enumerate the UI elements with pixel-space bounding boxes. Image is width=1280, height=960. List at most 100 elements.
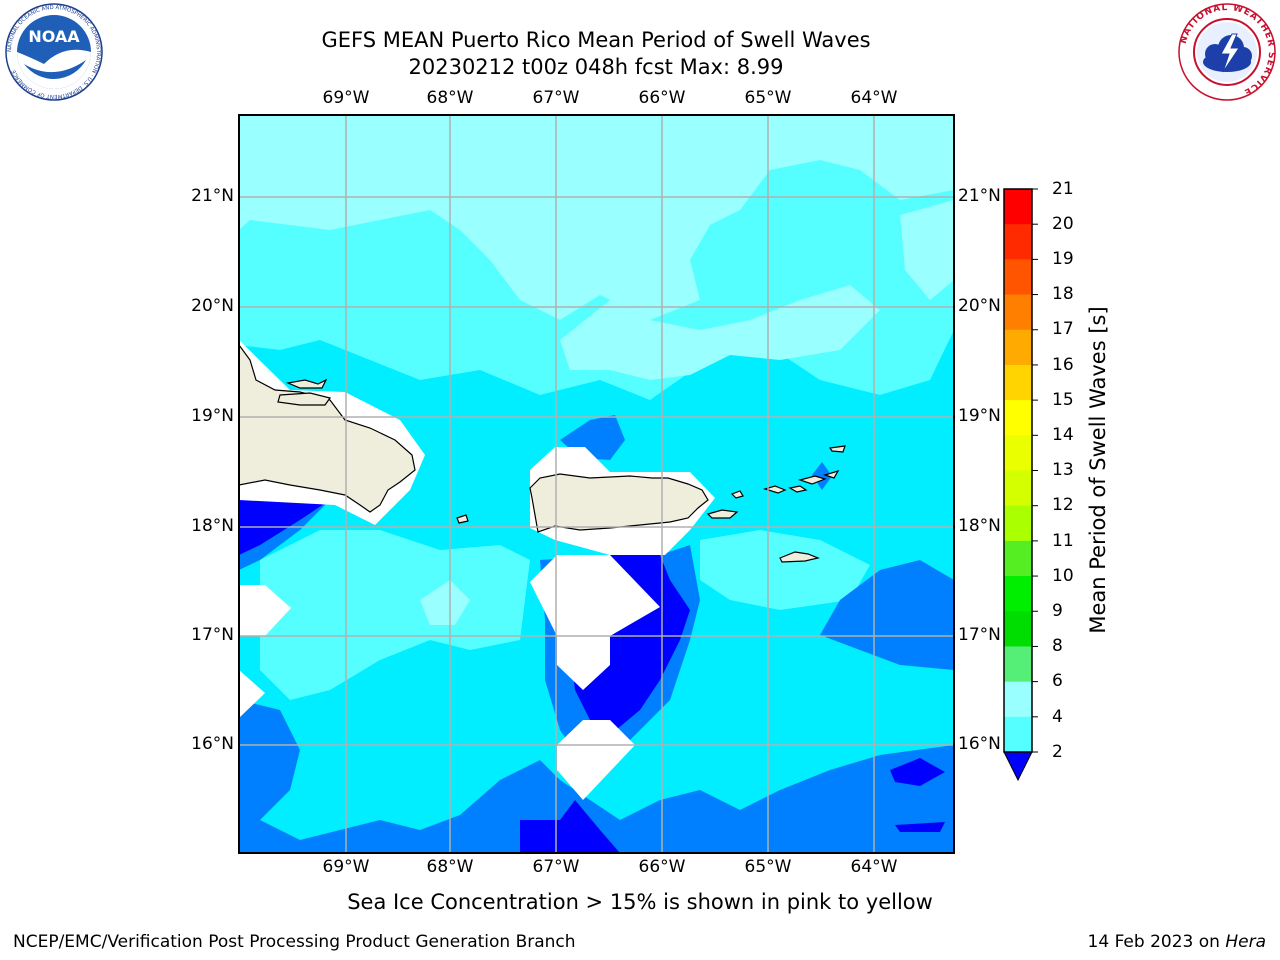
land-st-thomas: [762, 485, 787, 494]
lat-label-left-16n: 16°N: [191, 734, 234, 754]
field-8-9-south: [420, 580, 470, 625]
lat-label-left-20n: 20°N: [191, 296, 234, 316]
graticule: [239, 115, 954, 853]
masked-west-1: [239, 585, 291, 636]
nws-logo: NATIONAL WEATHER SERVICE: [1177, 2, 1277, 106]
lon-label-bottom-64w: 64°W: [850, 857, 898, 877]
lat-label-left-17n: 17°N: [191, 625, 234, 645]
land-anegada: [828, 445, 846, 453]
lon-label-bottom-65w: 65°W: [744, 857, 792, 877]
field-under-2-south: [520, 800, 620, 853]
lon-label-top-65w: 65°W: [744, 88, 792, 108]
lat-label-right-19n: 19°N: [958, 406, 1001, 426]
colorbar-swatch: [1004, 329, 1032, 366]
colorbar-extend-triangle: [1003, 751, 1033, 782]
colorbar-label: 4: [1052, 707, 1063, 727]
colorbar-label: 6: [1052, 671, 1063, 691]
colorbar-label: 12: [1052, 495, 1074, 515]
colorbar-swatch: [1004, 435, 1032, 471]
land-mona: [456, 514, 469, 524]
land-puerto-rico: [529, 473, 709, 533]
colorbar-label: 10: [1052, 566, 1074, 586]
colorbar-swatch: [1004, 400, 1032, 436]
land-hispaniola: [239, 343, 416, 513]
colorbar-swatch: [1004, 646, 1032, 683]
colorbar-swatch: [1004, 224, 1032, 260]
masked-south-2: [557, 636, 610, 690]
lat-label-left-19n: 19°N: [191, 406, 234, 426]
colorbar-label: 17: [1052, 319, 1074, 339]
land-virgin-gorda: [823, 469, 840, 479]
colorbar-label: 14: [1052, 425, 1074, 445]
lon-label-top-69w: 69°W: [322, 88, 370, 108]
land-st-croix: [779, 551, 821, 563]
map-frame: [238, 114, 955, 854]
field-2-4-south-west: [239, 700, 954, 853]
sea-ice-note: Sea Ice Concentration > 15% is shown in …: [347, 890, 933, 914]
colorbar-swatch: [1004, 189, 1032, 225]
field-under-2-east-2: [895, 822, 945, 832]
land-vieques: [706, 509, 739, 519]
field-2-4-vi: [812, 462, 832, 490]
field-8-9-north: [239, 115, 954, 320]
land-st-john: [788, 485, 808, 493]
colorbar-label: 9: [1052, 601, 1063, 621]
lat-label-left-21n: 21°N: [191, 186, 234, 206]
colorbar-swatch: [1004, 259, 1032, 296]
lon-label-top-66w: 66°W: [638, 88, 686, 108]
colorbar-label: 19: [1052, 249, 1074, 269]
lon-label-top-64w: 64°W: [850, 88, 898, 108]
colorbar-label: 21: [1052, 179, 1074, 199]
field-8-9-east: [900, 200, 954, 300]
colorbar-swatch: [1004, 681, 1032, 718]
land-tortuga: [277, 392, 332, 406]
colorbar-label: 20: [1052, 214, 1074, 234]
colorbar-swatch: [1004, 505, 1032, 542]
lat-label-right-20n: 20°N: [958, 296, 1001, 316]
masked-west-2: [239, 670, 265, 718]
footer-date: 14 Feb 2023 on Hera: [1088, 932, 1266, 952]
lat-label-right-21n: 21°N: [958, 186, 1001, 206]
colorbar-title: Mean Period of Swell Waves [s]: [1086, 306, 1110, 634]
colorbar-swatch: [1004, 294, 1032, 331]
colorbar-label: 15: [1052, 390, 1074, 410]
map-title: GEFS MEAN Puerto Rico Mean Period of Swe…: [321, 28, 871, 52]
colorbar-label: 16: [1052, 355, 1074, 375]
colorbar-swatch: [1004, 540, 1032, 577]
footer-date-text: 14 Feb 2023 on: [1087, 932, 1226, 952]
land-tortola: [797, 475, 827, 485]
lon-label-bottom-66w: 66°W: [638, 857, 686, 877]
lon-label-bottom-67w: 67°W: [532, 857, 580, 877]
lat-label-right-17n: 17°N: [958, 625, 1001, 645]
lat-label-left-18n: 18°N: [191, 516, 234, 536]
lon-label-bottom-68w: 68°W: [426, 857, 474, 877]
lat-label-right-18n: 18°N: [958, 516, 1001, 536]
field-6-8-south-east: [700, 530, 870, 610]
lat-label-right-16n: 16°N: [958, 734, 1001, 754]
colorbar-label: 2: [1052, 742, 1063, 762]
noaa-logo: NOAA NATIONAL OCEANIC AND ATMOSPHERIC AD…: [4, 2, 104, 106]
colorbar-label: 11: [1052, 531, 1074, 551]
lon-label-bottom-69w: 69°W: [322, 857, 370, 877]
colorbar-swatch: [1004, 716, 1032, 753]
footer-credit: NCEP/EMC/Verification Post Processing Pr…: [13, 932, 576, 952]
colorbar-swatch: [1004, 576, 1032, 612]
colorbar-label: 18: [1052, 284, 1074, 304]
field-2-4-east: [820, 560, 954, 670]
land-culebra: [730, 490, 744, 499]
colorbar-swatch: [1004, 470, 1032, 507]
field-under-2-east: [890, 758, 945, 786]
map-subtitle: 20230212 t00z 048h fcst Max: 8.99: [408, 55, 784, 79]
masked-south-1: [530, 555, 660, 636]
footer-host: Hera: [1225, 932, 1266, 952]
masked-south-3: [557, 720, 635, 800]
colorbar: [1003, 188, 1038, 782]
field-8-9-center: [560, 285, 880, 380]
colorbar-label: 13: [1052, 460, 1074, 480]
colorbar-swatch: [1004, 364, 1032, 401]
lon-label-top-67w: 67°W: [532, 88, 580, 108]
field-6-8-south: [260, 530, 530, 700]
lon-label-top-68w: 68°W: [426, 88, 474, 108]
colorbar-swatch: [1004, 611, 1032, 647]
